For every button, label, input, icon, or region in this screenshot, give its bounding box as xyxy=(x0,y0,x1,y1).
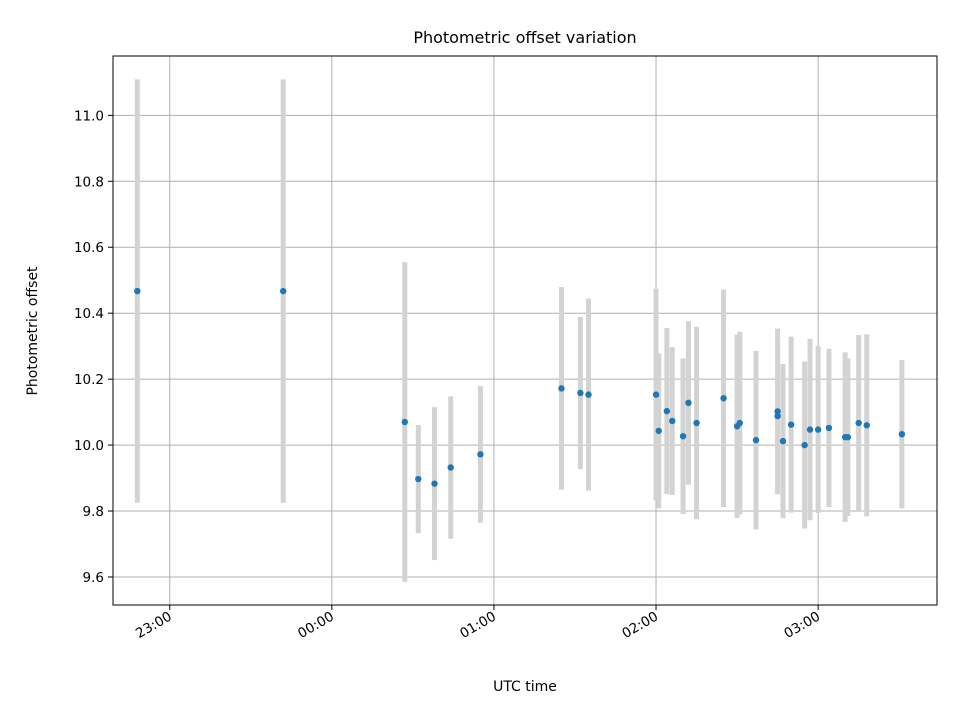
data-point xyxy=(774,412,781,420)
chart-title: Photometric offset variation xyxy=(413,28,636,47)
data-point xyxy=(477,451,484,458)
data-point xyxy=(280,287,287,295)
data-point xyxy=(577,389,584,397)
data-point xyxy=(801,441,808,449)
x-tick-label: 03:00 xyxy=(781,609,823,642)
grid-lines xyxy=(113,56,937,605)
data-point xyxy=(736,419,743,427)
data-point xyxy=(401,418,408,426)
y-tick-label: 9.6 xyxy=(83,570,104,586)
data-point xyxy=(779,437,787,445)
y-tick-label: 10.4 xyxy=(74,306,104,322)
y-tick-label: 10.6 xyxy=(74,240,104,256)
data-point xyxy=(720,395,727,402)
y-tick-label: 9.8 xyxy=(83,504,104,520)
data-point xyxy=(134,287,141,295)
data-point xyxy=(685,399,692,407)
data-point xyxy=(447,464,454,471)
data-point xyxy=(415,475,422,483)
data-point xyxy=(863,422,870,429)
data-point xyxy=(752,436,760,444)
data-point xyxy=(431,480,438,487)
data-point xyxy=(679,432,687,440)
y-tick-label: 10.2 xyxy=(74,372,104,388)
data-points xyxy=(134,287,906,487)
data-point xyxy=(655,427,662,435)
data-point xyxy=(669,417,676,425)
data-point xyxy=(825,424,833,432)
x-tick-label: 00:00 xyxy=(295,609,337,642)
data-point xyxy=(652,391,660,398)
y-tick-label: 10.0 xyxy=(74,438,104,454)
data-point xyxy=(558,385,565,392)
y-tick-label: 10.8 xyxy=(74,174,104,190)
data-point xyxy=(787,421,795,428)
x-tick-label: 01:00 xyxy=(457,609,499,642)
data-point xyxy=(814,426,822,433)
plot-frame xyxy=(112,55,938,606)
error-bars xyxy=(134,79,905,582)
data-point xyxy=(663,407,671,415)
data-point xyxy=(898,431,906,438)
data-point xyxy=(806,426,814,433)
x-tick-label: 02:00 xyxy=(619,609,661,642)
y-axis-ticks: 9.6 9.8 10.0 10.2 10.4 10.6 10.8 11.0 xyxy=(74,108,113,586)
x-axis-ticks: 23:00 00:00 01:00 02:00 03:00 xyxy=(133,605,823,642)
y-tick-label: 11.0 xyxy=(74,108,104,124)
data-point xyxy=(774,408,781,415)
data-point xyxy=(855,419,862,427)
x-tick-label: 23:00 xyxy=(133,609,175,642)
data-point xyxy=(693,419,700,427)
data-point xyxy=(844,433,852,441)
data-point xyxy=(585,391,592,398)
x-axis-label: UTC time xyxy=(493,679,557,695)
y-axis-label: Photometric offset xyxy=(25,266,41,396)
